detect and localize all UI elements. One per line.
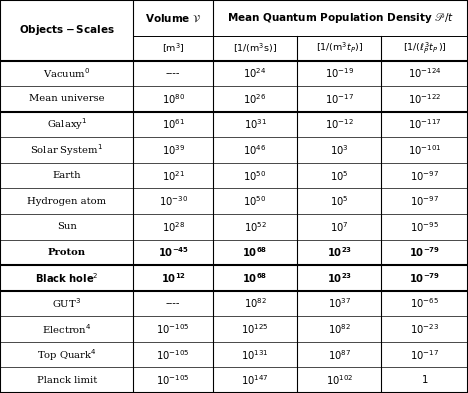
Text: $\mathbf{10^{23}}$: $\mathbf{10^{23}}$ [327, 246, 352, 259]
Text: $10^{37}$: $10^{37}$ [328, 297, 351, 310]
Text: $10^{61}$: $10^{61}$ [161, 118, 185, 131]
Text: $10^{82}$: $10^{82}$ [243, 297, 267, 310]
Text: $10^{50}$: $10^{50}$ [243, 169, 267, 182]
Text: $10^{-105}$: $10^{-105}$ [156, 373, 190, 387]
Text: $10^{31}$: $10^{31}$ [243, 118, 267, 131]
Text: ----: ---- [166, 68, 180, 78]
Text: $10^{-95}$: $10^{-95}$ [410, 220, 439, 234]
Text: $\mathbf{10^{-79}}$: $\mathbf{10^{-79}}$ [409, 246, 440, 259]
Text: $10^{46}$: $10^{46}$ [243, 143, 267, 157]
Text: Sun: Sun [57, 222, 77, 231]
Text: $10^{-17}$: $10^{-17}$ [325, 92, 354, 106]
Text: $10^{28}$: $10^{28}$ [161, 220, 185, 234]
Text: $10^{147}$: $10^{147}$ [241, 373, 269, 387]
Text: $10^{-19}$: $10^{-19}$ [325, 66, 354, 80]
Text: $10^{-117}$: $10^{-117}$ [408, 118, 441, 131]
Text: Top Quark$^4$: Top Quark$^4$ [37, 347, 96, 362]
Text: $10^{80}$: $10^{80}$ [161, 92, 185, 106]
Text: $\mathbf{Black\ hole}$$^2$: $\mathbf{Black\ hole}$$^2$ [35, 271, 98, 285]
Text: $10^{5}$: $10^{5}$ [330, 194, 349, 208]
Text: $10^{-101}$: $10^{-101}$ [408, 143, 441, 157]
Text: $[1/(\ell_P^3 t_P\,)]$: $[1/(\ell_P^3 t_P\,)]$ [403, 41, 446, 56]
Text: GUT$^3$: GUT$^3$ [52, 297, 81, 310]
Text: $10^{24}$: $10^{24}$ [243, 66, 267, 80]
Text: $\mathbf{10^{23}}$: $\mathbf{10^{23}}$ [327, 271, 352, 285]
Text: $10^{50}$: $10^{50}$ [243, 194, 267, 208]
Text: $10^{52}$: $10^{52}$ [243, 220, 267, 234]
Text: $10^{-23}$: $10^{-23}$ [410, 322, 439, 336]
Text: $10^{5}$: $10^{5}$ [330, 169, 349, 182]
Text: Earth: Earth [52, 171, 81, 180]
Text: $10^{-97}$: $10^{-97}$ [410, 194, 439, 208]
Text: Hydrogen atom: Hydrogen atom [27, 196, 106, 206]
Text: Galaxy$^1$: Galaxy$^1$ [46, 117, 87, 132]
Text: $10^{39}$: $10^{39}$ [161, 143, 185, 157]
Text: $10^{-17}$: $10^{-17}$ [410, 348, 439, 362]
Text: $\mathbf{10^{-45}}$: $\mathbf{10^{-45}}$ [158, 246, 189, 259]
Text: $10^{87}$: $10^{87}$ [328, 348, 351, 362]
Text: $\mathbf{10^{68}}$: $\mathbf{10^{68}}$ [242, 271, 268, 285]
Text: 1: 1 [422, 375, 428, 385]
Text: $10^{-97}$: $10^{-97}$ [410, 169, 439, 182]
Text: $10^{21}$: $10^{21}$ [161, 169, 185, 182]
Text: $\mathbf{10^{-79}}$: $\mathbf{10^{-79}}$ [409, 271, 440, 285]
Text: $10^{-124}$: $10^{-124}$ [408, 66, 441, 80]
Text: Proton: Proton [48, 248, 86, 257]
Text: $10^{-122}$: $10^{-122}$ [408, 92, 441, 106]
Text: Electron$^4$: Electron$^4$ [42, 322, 91, 336]
Text: $[1/(\mathrm{m}^3\mathrm{s})]$: $[1/(\mathrm{m}^3\mathrm{s})]$ [233, 42, 277, 55]
Text: $10^{-105}$: $10^{-105}$ [156, 322, 190, 336]
Text: $\mathbf{Objects-Scales}$: $\mathbf{Objects-Scales}$ [19, 23, 115, 37]
Text: $10^{-12}$: $10^{-12}$ [325, 118, 354, 131]
Text: Planck limit: Planck limit [37, 376, 97, 385]
Text: $10^{-65}$: $10^{-65}$ [410, 297, 439, 310]
Text: $10^{82}$: $10^{82}$ [328, 322, 351, 336]
Text: $10^{-30}$: $10^{-30}$ [159, 194, 188, 208]
Text: $10^{102}$: $10^{102}$ [326, 373, 353, 387]
Text: $10^{131}$: $10^{131}$ [241, 348, 269, 362]
Text: $\mathbf{10^{12}}$: $\mathbf{10^{12}}$ [161, 271, 186, 285]
Text: $[\mathrm{m}^3]$: $[\mathrm{m}^3]$ [162, 42, 184, 55]
Text: Volume $\mathcal{V}$: Volume $\mathcal{V}$ [145, 12, 201, 24]
Text: $\mathbf{10^{68}}$: $\mathbf{10^{68}}$ [242, 246, 268, 259]
Text: $10^{125}$: $10^{125}$ [241, 322, 269, 336]
Text: $10^{-105}$: $10^{-105}$ [156, 348, 190, 362]
Text: $10^{26}$: $10^{26}$ [243, 92, 267, 106]
Text: Mean universe: Mean universe [29, 94, 104, 103]
Text: $10^{3}$: $10^{3}$ [330, 143, 349, 157]
Text: Vacuum$^0$: Vacuum$^0$ [43, 66, 90, 80]
Text: $10^{7}$: $10^{7}$ [330, 220, 349, 234]
Text: Solar System$^1$: Solar System$^1$ [30, 142, 103, 158]
Text: ----: ---- [166, 299, 180, 309]
Text: $[1/(\mathrm{m}^3 t_P)]$: $[1/(\mathrm{m}^3 t_P)]$ [316, 41, 363, 55]
Text: Mean Quantum Population Density $\mathscr{P}/t$: Mean Quantum Population Density $\mathsc… [227, 11, 454, 25]
